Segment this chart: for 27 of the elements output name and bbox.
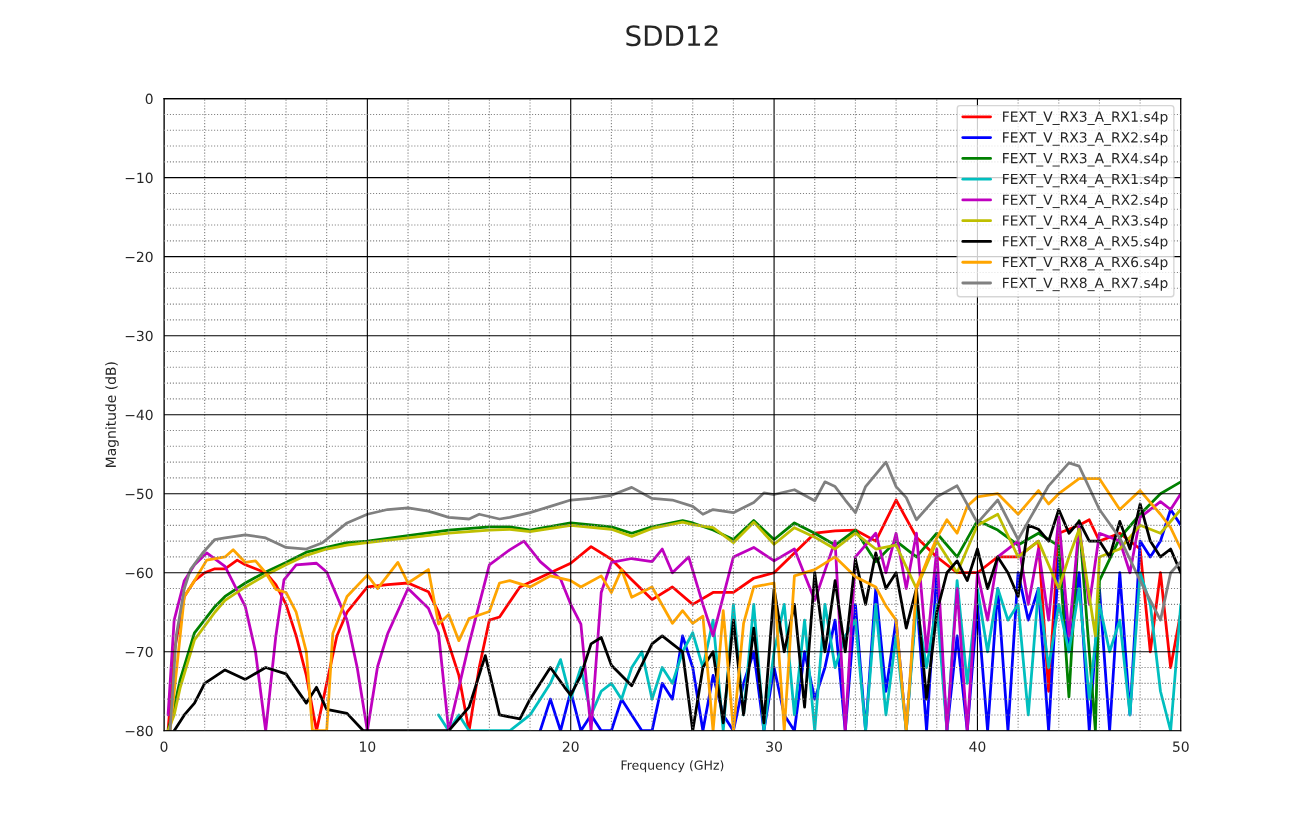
x-tick-label: 10	[360, 741, 376, 752]
y-tick-label: −70	[125, 646, 153, 658]
y-tick-label: −50	[125, 488, 153, 500]
legend-label: FEXT_V_RX4_A_RX1.s4p	[1003, 173, 1168, 188]
legend-label: FEXT_V_RX8_A_RX6.s4p	[1003, 256, 1168, 271]
y-tick-label: −40	[125, 409, 153, 421]
y-axis-title: Magnitude (dB)	[105, 362, 119, 467]
y-tick-label: −10	[125, 172, 153, 184]
x-axis-title: Frequency (GHz)	[621, 760, 724, 773]
y-tick-label: −20	[125, 251, 153, 263]
legend-label: FEXT_V_RX3_A_RX4.s4p	[1003, 152, 1168, 167]
x-tick-label: 20	[562, 741, 579, 752]
y-tick-label: 0	[145, 93, 153, 105]
chart-title: SDD12	[626, 25, 718, 47]
x-tick-label: 0	[160, 741, 168, 752]
y-tick-label: −80	[125, 725, 153, 737]
x-tick-label: 50	[1173, 741, 1189, 752]
legend-label: FEXT_V_RX3_A_RX1.s4p	[1003, 111, 1168, 125]
y-tick-label: −60	[125, 567, 153, 579]
legend-label: FEXT_V_RX8_A_RX5.s4p	[1003, 236, 1168, 250]
legend-label: FEXT_V_RX3_A_RX2.s4p	[1003, 132, 1168, 146]
y-tick-label: −30	[125, 330, 153, 342]
legend-label: FEXT_V_RX4_A_RX3.s4p	[1003, 215, 1168, 229]
legend-label: FEXT_V_RX8_A_RX7.s4p	[1003, 277, 1168, 292]
legend-label: FEXT_V_RX4_A_RX2.s4p	[1003, 194, 1168, 209]
x-tick-label: 30	[766, 741, 782, 752]
x-tick-label: 40	[969, 741, 986, 752]
